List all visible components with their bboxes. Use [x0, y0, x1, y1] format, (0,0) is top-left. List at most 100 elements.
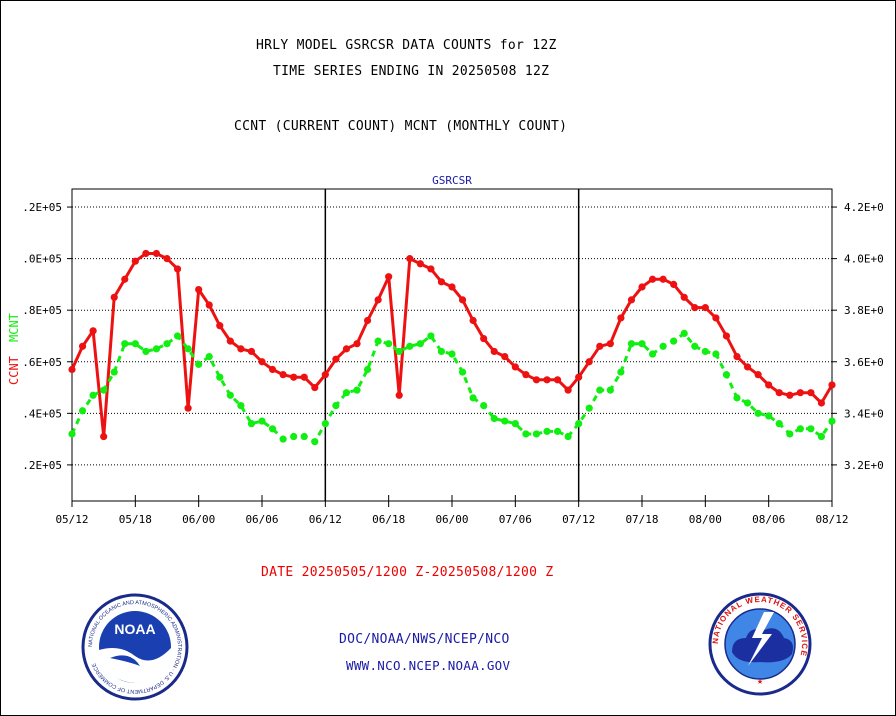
data-point-ccnt [775, 389, 783, 397]
data-point-mcnt [543, 427, 551, 435]
data-point-mcnt [648, 350, 657, 358]
x-tick-label: 06/12 [309, 513, 342, 526]
data-point-ccnt [543, 376, 551, 384]
data-point-mcnt [142, 347, 150, 356]
data-point-mcnt [670, 337, 678, 345]
data-point-mcnt [448, 350, 456, 358]
x-tick-label: 06/00 [435, 513, 468, 526]
data-point-mcnt [332, 401, 340, 410]
data-point-mcnt [195, 360, 203, 368]
data-point-ccnt [363, 316, 372, 325]
x-tick-label: 08/06 [752, 513, 785, 526]
data-point-mcnt [712, 350, 720, 358]
data-point-mcnt [173, 332, 182, 340]
data-point-mcnt [585, 404, 593, 412]
data-point-ccnt [680, 293, 688, 301]
x-tick-label: 07/12 [562, 513, 595, 526]
data-point-mcnt [532, 430, 541, 438]
data-point-mcnt [374, 337, 382, 345]
url-link[interactable]: WWW.NCO.NCEP.NOAA.GOV [346, 658, 511, 673]
x-tick-label: 06/18 [372, 513, 405, 526]
date-range-label: DATE 20250505/1200 Z-20250508/1200 Z [261, 565, 554, 580]
data-point-mcnt [258, 417, 266, 425]
org-label: DOC/NOAA/NWS/NCEP/NCO [339, 632, 510, 647]
data-point-ccnt [321, 371, 329, 379]
data-point-ccnt [332, 355, 340, 363]
data-point-mcnt [68, 430, 76, 438]
data-point-ccnt [385, 273, 393, 281]
x-tick-label: 05/12 [55, 513, 88, 526]
data-point-ccnt [733, 353, 741, 361]
data-point-ccnt [670, 280, 678, 289]
data-point-ccnt [374, 296, 382, 304]
data-point-mcnt [627, 340, 636, 348]
data-point-mcnt [385, 340, 393, 348]
data-point-ccnt [416, 260, 424, 268]
data-point-mcnt [564, 432, 572, 441]
data-point-mcnt [469, 394, 477, 402]
data-point-mcnt [226, 391, 234, 399]
data-point-mcnt [237, 401, 245, 410]
x-tick-label: 05/18 [119, 513, 152, 526]
right-tick-label: 3.4E+0 [844, 407, 884, 420]
data-point-mcnt [353, 386, 361, 394]
data-point-mcnt [321, 420, 329, 428]
data-point-mcnt [184, 345, 192, 353]
data-point-mcnt [458, 368, 467, 376]
data-point-ccnt [575, 373, 583, 381]
data-point-mcnt [290, 432, 298, 441]
data-point-ccnt [501, 353, 509, 361]
chart-title: GSRCSR [432, 174, 472, 187]
data-point-ccnt [100, 432, 108, 441]
data-point-mcnt [395, 347, 403, 356]
data-point-ccnt [216, 322, 224, 330]
data-point-ccnt [163, 255, 171, 263]
data-point-ccnt [511, 363, 519, 371]
data-point-mcnt [110, 368, 118, 376]
data-point-mcnt [553, 427, 562, 435]
data-point-ccnt [448, 283, 456, 291]
data-point-ccnt [807, 389, 815, 397]
data-point-mcnt [480, 401, 488, 410]
data-point-ccnt [627, 296, 636, 304]
data-point-ccnt [743, 363, 752, 371]
x-tick-label: 06/00 [182, 513, 215, 526]
data-point-ccnt [522, 371, 530, 379]
data-point-mcnt [817, 432, 826, 441]
left-tick-label: .6E+05 [22, 356, 62, 369]
data-point-mcnt [437, 347, 446, 356]
data-point-ccnt [691, 304, 699, 312]
data-point-mcnt [78, 407, 87, 415]
data-point-mcnt [501, 417, 509, 425]
data-point-ccnt [290, 373, 298, 381]
data-point-ccnt [480, 334, 488, 343]
data-point-ccnt [617, 314, 625, 322]
data-point-mcnt [691, 342, 699, 350]
left-tick-label: .8E+05 [22, 304, 62, 317]
data-point-mcnt [279, 435, 287, 443]
data-point-mcnt [743, 399, 752, 407]
data-point-mcnt [490, 414, 498, 423]
left-tick-label: .0E+05 [22, 253, 62, 266]
data-point-ccnt [195, 285, 203, 294]
data-point-ccnt [754, 371, 762, 379]
data-point-mcnt [163, 340, 171, 348]
data-point-mcnt [575, 420, 583, 428]
star-icon: ★ [757, 676, 763, 687]
data-point-ccnt [121, 275, 129, 283]
x-tick-label: 07/06 [499, 513, 532, 526]
data-point-ccnt [437, 278, 446, 286]
noaa-logo-text: NOAA [114, 621, 155, 637]
right-tick-label: 4.0E+0 [844, 253, 884, 266]
data-point-ccnt [406, 255, 414, 263]
data-point-ccnt [490, 347, 498, 356]
data-point-ccnt [553, 376, 562, 384]
x-tick-label: 07/18 [625, 513, 658, 526]
data-point-mcnt [765, 412, 773, 420]
chart-header-line2: TIME SERIES ENDING IN 20250508 12Z [273, 64, 550, 79]
data-point-ccnt [142, 249, 150, 258]
data-point-ccnt [828, 381, 836, 389]
data-point-mcnt [427, 332, 435, 340]
y-label-ccnt: CCNT [7, 356, 21, 385]
